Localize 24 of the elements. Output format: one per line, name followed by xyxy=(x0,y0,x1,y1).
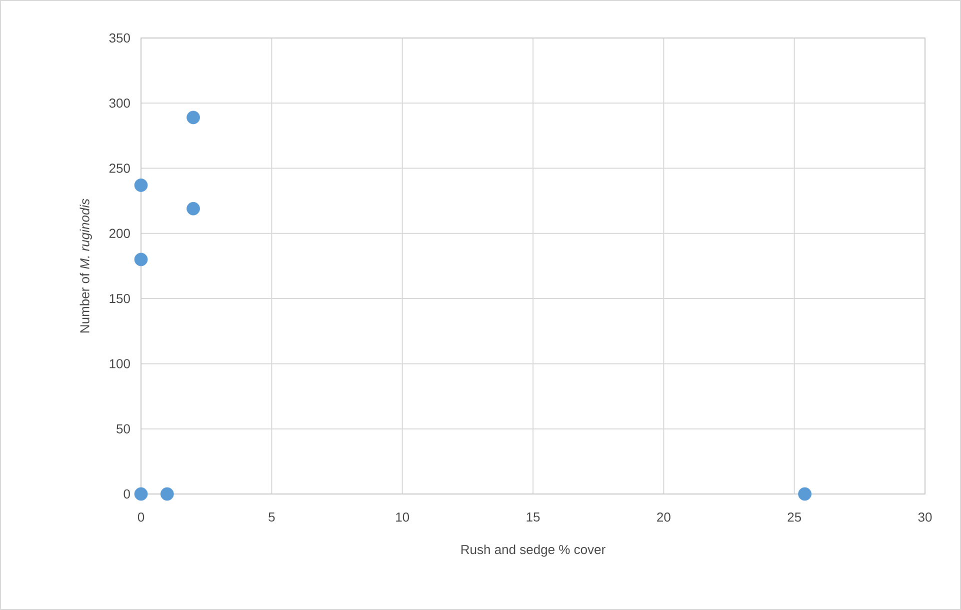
point xyxy=(186,202,200,216)
point xyxy=(134,487,148,501)
point xyxy=(186,110,200,124)
x-tick-label: 15 xyxy=(526,512,540,522)
x-tick-label: 20 xyxy=(657,512,670,522)
y-tick-label: 300 xyxy=(109,98,130,108)
x-axis-title: Rush and sedge % cover xyxy=(461,544,606,557)
y-tick-label: 350 xyxy=(109,33,130,43)
y-tick-label: 50 xyxy=(116,424,130,434)
x-tick-label: 25 xyxy=(788,512,802,522)
x-tick-label: 0 xyxy=(138,512,144,522)
x-tick-label: 10 xyxy=(396,512,410,522)
x-tick-label: 5 xyxy=(268,512,275,522)
x-tick-label: 30 xyxy=(918,512,932,522)
y-tick-label: 0 xyxy=(124,489,130,499)
point xyxy=(160,487,174,501)
y-tick-label: 150 xyxy=(110,294,130,304)
point xyxy=(134,252,148,266)
point xyxy=(134,178,148,192)
y-tick-label: 200 xyxy=(109,228,130,238)
point xyxy=(798,487,812,501)
y-tick-label: 250 xyxy=(109,164,130,173)
y-axis-title: Number of M. ruginodis xyxy=(80,198,92,332)
y-tick-label: 100 xyxy=(110,359,130,368)
